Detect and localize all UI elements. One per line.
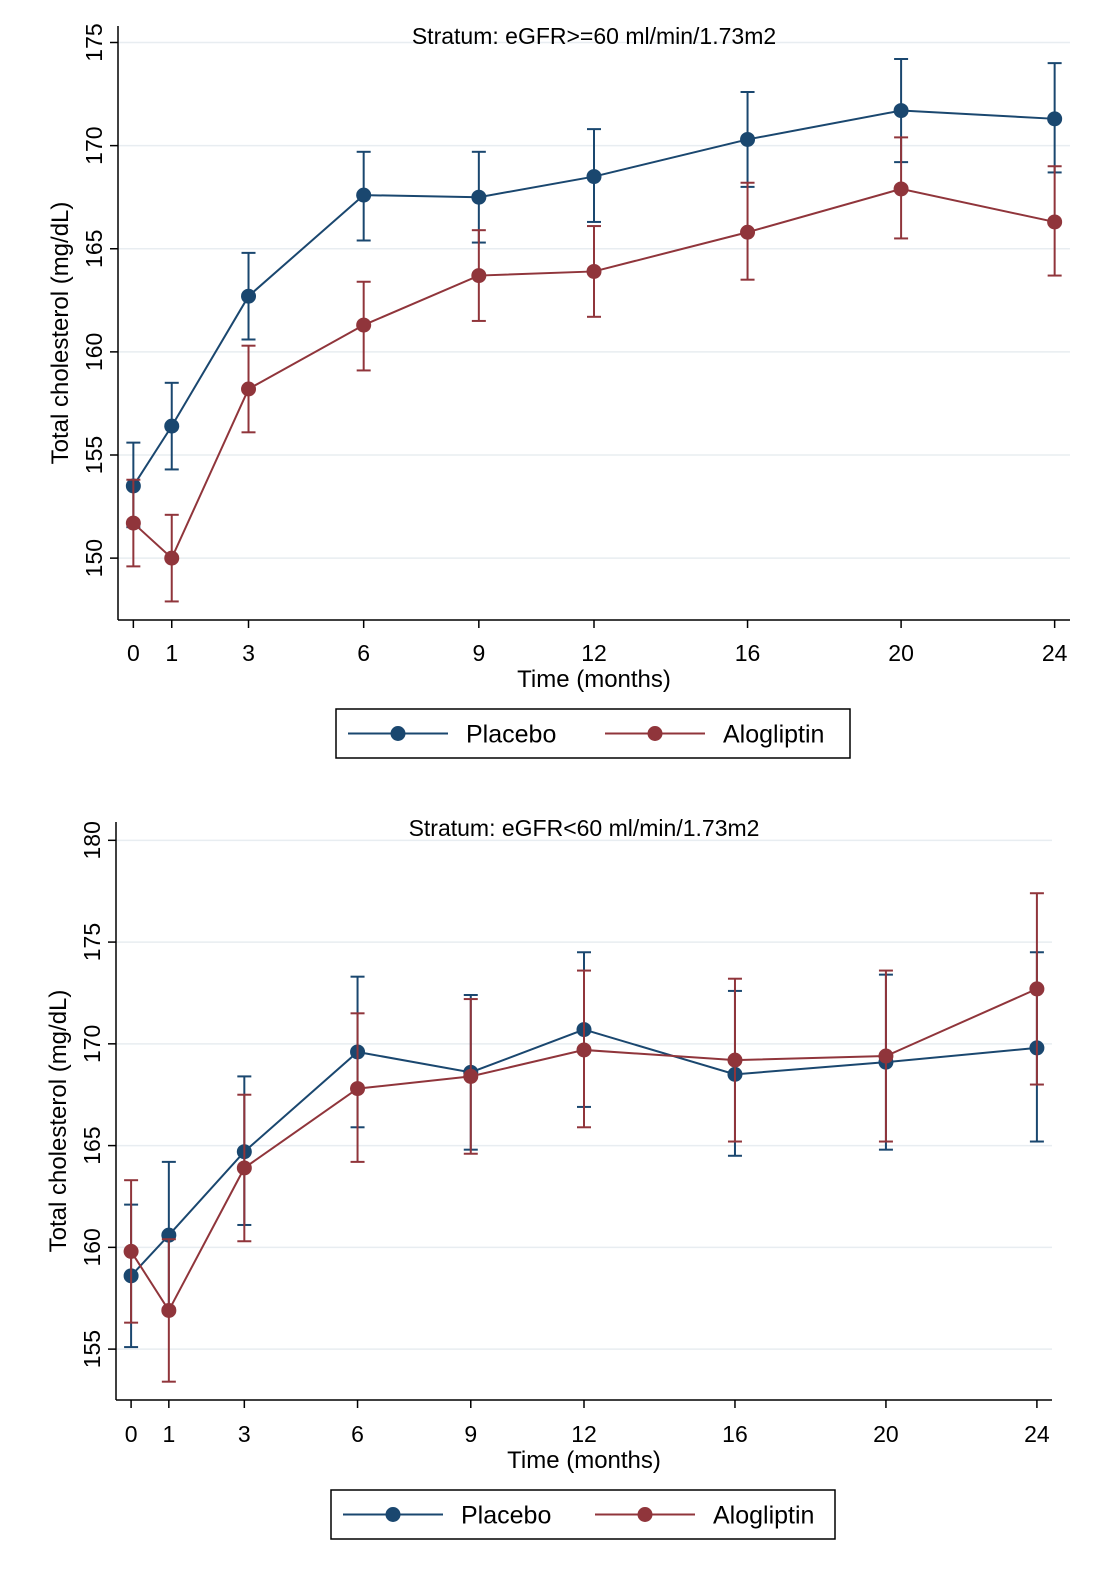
data-point [463, 1068, 479, 1084]
data-point [576, 1042, 592, 1058]
y-tick-label: 155 [81, 436, 107, 474]
y-tick-label: 150 [81, 539, 107, 577]
data-point [236, 1160, 252, 1176]
x-tick-label: 9 [472, 640, 485, 666]
x-tick-label: 1 [165, 640, 178, 666]
y-tick-label: 170 [81, 126, 107, 164]
x-tick-label: 12 [581, 640, 607, 666]
legend-marker [647, 726, 663, 741]
legend-label: Placebo [466, 721, 556, 749]
data-point [123, 1243, 139, 1259]
data-point [740, 131, 756, 147]
chart-title: Stratum: eGFR<60 ml/min/1.73m2 [409, 815, 760, 841]
x-axis-title: Time (months) [507, 1447, 661, 1474]
data-point [350, 1081, 366, 1097]
y-tick-label: 175 [81, 23, 107, 61]
data-point [1047, 111, 1063, 127]
x-tick-label: 1 [162, 1421, 175, 1447]
data-point [586, 263, 602, 279]
x-tick-label: 24 [1024, 1421, 1050, 1447]
x-tick-label: 3 [238, 1421, 251, 1447]
data-point [241, 288, 257, 304]
y-tick-label: 180 [79, 821, 105, 859]
data-point [1029, 981, 1045, 997]
data-point [164, 550, 180, 566]
x-tick-label: 9 [464, 1421, 477, 1447]
legend-marker [385, 1507, 401, 1522]
chart-top-egfr-ge-60: 150 155 160 165 170 175 0 1 3 6 9 12 16 20 24 Stratum: … [47, 23, 1070, 759]
data-point [893, 103, 909, 119]
x-tick-label: 12 [571, 1421, 597, 1447]
x-tick-label: 0 [125, 1421, 138, 1447]
legend-label: Placebo [461, 1502, 551, 1530]
x-tick-label: 6 [351, 1421, 364, 1447]
y-tick-label: 160 [79, 1228, 105, 1266]
y-axis-title: Total cholesterol (mg/dL) [45, 990, 72, 1253]
series-alogliptin [123, 892, 1045, 1383]
y-tick-label: 165 [81, 230, 107, 268]
data-point [893, 181, 909, 197]
legend-marker [637, 1507, 653, 1522]
data-point [161, 1302, 177, 1318]
y-tick-label: 175 [79, 923, 105, 961]
legend-label: Alogliptin [713, 1502, 814, 1530]
x-tick-label: 6 [357, 640, 370, 666]
data-point [740, 224, 756, 240]
y-axis-title: Total cholesterol (mg/dL) [47, 202, 74, 465]
series-placebo [125, 58, 1063, 529]
y-tick-label: 160 [81, 333, 107, 371]
x-tick-label: 24 [1042, 640, 1068, 666]
legend-label: Alogliptin [723, 721, 824, 749]
chart-bottom-egfr-lt-60: 155 160 165 170 175 180 0 1 3 6 9 12 16 20 24 Stratum: … [45, 815, 1052, 1540]
y-tick-label: 155 [79, 1330, 105, 1368]
x-tick-label: 20 [873, 1421, 899, 1447]
x-tick-label: 0 [127, 640, 140, 666]
y-tick-label: 165 [79, 1126, 105, 1164]
data-point [241, 381, 257, 397]
data-point [471, 268, 487, 284]
x-tick-label: 20 [888, 640, 914, 666]
legend: Placebo Alogliptin [330, 1489, 836, 1540]
x-tick-label: 16 [722, 1421, 748, 1447]
y-tick-label: 170 [79, 1025, 105, 1063]
data-point [1047, 214, 1063, 230]
x-axis-title: Time (months) [517, 666, 671, 693]
legend-marker [390, 726, 406, 741]
data-point [125, 515, 141, 531]
data-point [164, 418, 180, 434]
x-tick-label: 16 [735, 640, 761, 666]
chart-title: Stratum: eGFR>=60 ml/min/1.73m2 [412, 23, 776, 49]
data-point [878, 1048, 894, 1064]
data-point [727, 1052, 743, 1068]
data-point [356, 317, 372, 333]
data-point [356, 187, 372, 203]
data-point [586, 169, 602, 185]
x-tick-label: 3 [242, 640, 255, 666]
series-alogliptin [125, 136, 1063, 603]
data-point [471, 189, 487, 205]
legend: Placebo Alogliptin [335, 708, 851, 759]
